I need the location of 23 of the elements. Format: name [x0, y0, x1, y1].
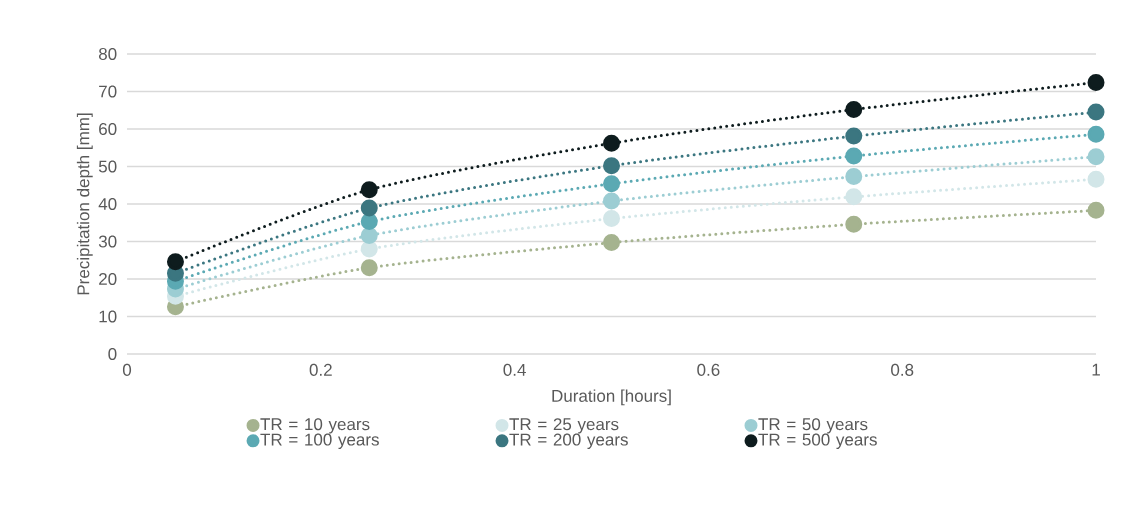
y-tick-label: 70 — [99, 85, 117, 98]
legend-label: TR = 100 years — [260, 433, 379, 449]
y-tick-label: 0 — [108, 347, 117, 361]
x-tick-label: 1 — [1092, 363, 1100, 376]
y-tick-label: 20 — [99, 272, 117, 286]
x-axis-title: Duration [hours] — [552, 389, 671, 406]
legend-label: TR = 25 years — [509, 418, 619, 434]
x-tick-label: 0.4 — [503, 363, 526, 376]
x-tick-label: 0.2 — [309, 363, 332, 376]
legend-label: TR = 50 years — [758, 418, 868, 434]
legend-label: TR = 10 years — [260, 418, 370, 434]
y-tick-label: 40 — [98, 197, 117, 211]
x-tick-label: 0.6 — [697, 363, 720, 376]
x-tick-label: 0 — [122, 363, 132, 376]
y-tick-label: 30 — [98, 235, 117, 248]
y-tick-label: 50 — [98, 160, 117, 173]
y-axis-title: Precipitation depth [mm] — [76, 113, 93, 295]
x-tick-label: 0.8 — [891, 363, 914, 376]
y-tick-label: 60 — [99, 122, 117, 136]
legend-label: TR = 200 years — [509, 433, 628, 449]
legend-label: TR = 500 years — [758, 433, 877, 449]
y-tick-label: 80 — [98, 47, 117, 61]
y-tick-label: 10 — [99, 310, 117, 323]
